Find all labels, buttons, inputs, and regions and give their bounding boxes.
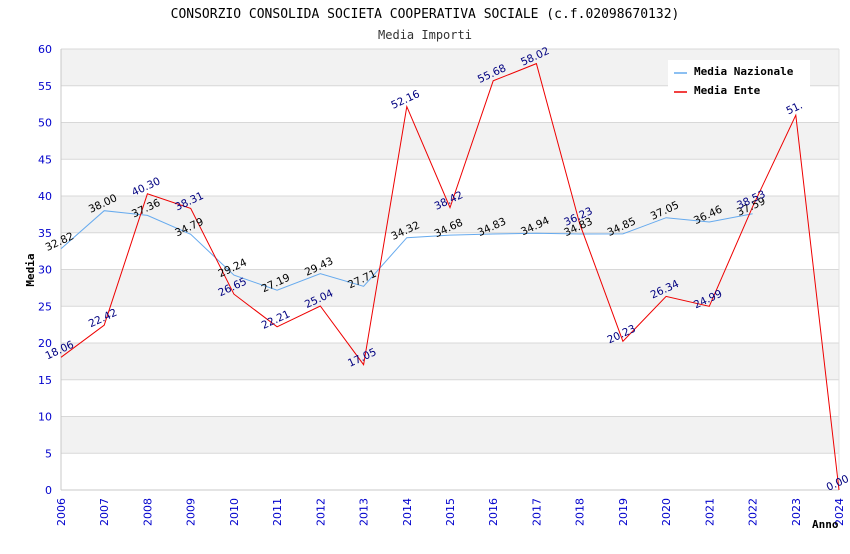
series-lines xyxy=(60,62,840,491)
background-bands xyxy=(61,49,839,490)
x-tick-label-2011: 2011 xyxy=(271,498,284,526)
y-tick-label-50: 50 xyxy=(38,117,52,130)
band-7 xyxy=(61,196,839,233)
chart-title: CONSORZIO CONSOLIDA SOCIETA COOPERATIVA … xyxy=(171,7,680,22)
band-4 xyxy=(61,306,839,343)
x-tick-label-2015: 2015 xyxy=(444,498,457,526)
x-tick-label-2023: 2023 xyxy=(790,498,803,526)
band-9 xyxy=(61,122,839,160)
y-tick-label-60: 60 xyxy=(38,43,52,56)
chart-subtitle: Media Importi xyxy=(378,28,472,42)
y-tick-label-15: 15 xyxy=(38,374,52,387)
x-tick-label-2022: 2022 xyxy=(747,498,760,526)
y-tick-label-35: 35 xyxy=(38,227,52,240)
y-tick-label-5: 5 xyxy=(45,447,52,460)
x-tick-label-2009: 2009 xyxy=(185,498,198,526)
y-tick-label-20: 20 xyxy=(38,337,52,350)
legend-box xyxy=(668,60,810,100)
band-8 xyxy=(61,159,839,196)
x-tick-label-2016: 2016 xyxy=(487,498,500,526)
x-tick-label-2024: 2024 xyxy=(833,498,846,526)
series-line-media-ente xyxy=(60,62,840,491)
x-axis-title: Anno xyxy=(812,518,839,531)
x-tick-label-2008: 2008 xyxy=(141,498,154,526)
y-tick-label-40: 40 xyxy=(38,190,52,203)
y-tick-label-25: 25 xyxy=(38,300,52,313)
x-tick-label-2013: 2013 xyxy=(358,498,371,526)
band-1 xyxy=(61,416,839,454)
y-tick-label-10: 10 xyxy=(38,411,52,424)
y-axis-tick-labels: 0 5 10 15 20 25 30 35 40 45 50 55 60 xyxy=(38,43,52,497)
band-5 xyxy=(61,269,839,307)
y-axis-title: Media xyxy=(24,253,37,286)
x-tick-label-2020: 2020 xyxy=(660,498,673,526)
band-6 xyxy=(61,232,839,270)
x-tick-label-2019: 2019 xyxy=(617,498,630,526)
axes xyxy=(60,49,840,491)
legend-label-media-nazionale: Media Nazionale xyxy=(694,65,794,78)
y-tick-label-45: 45 xyxy=(38,153,52,166)
x-axis-tick-labels: 2006 2007 2008 2009 2010 2011 2012 2013 2014 2015… xyxy=(55,498,846,526)
x-tick-label-2010: 2010 xyxy=(228,498,241,526)
y-tick-label-30: 30 xyxy=(38,264,52,277)
x-tick-label-2012: 2012 xyxy=(314,498,327,526)
legend: Media Nazionale Media Ente xyxy=(668,60,810,100)
x-tick-label-2021: 2021 xyxy=(703,498,716,526)
band-3 xyxy=(61,343,839,380)
y-tick-label-0: 0 xyxy=(45,484,52,497)
x-tick-label-2007: 2007 xyxy=(98,498,111,526)
band-2 xyxy=(61,379,839,417)
y-tick-label-55: 55 xyxy=(38,80,52,93)
band-0 xyxy=(61,453,839,490)
x-tick-label-2006: 2006 xyxy=(55,498,68,526)
x-tick-label-2014: 2014 xyxy=(401,498,414,526)
x-tick-label-2017: 2017 xyxy=(530,498,543,526)
x-tick-label-2018: 2018 xyxy=(574,498,587,526)
legend-label-media-ente: Media Ente xyxy=(694,84,761,97)
series-line-media-nazionale xyxy=(60,210,753,291)
